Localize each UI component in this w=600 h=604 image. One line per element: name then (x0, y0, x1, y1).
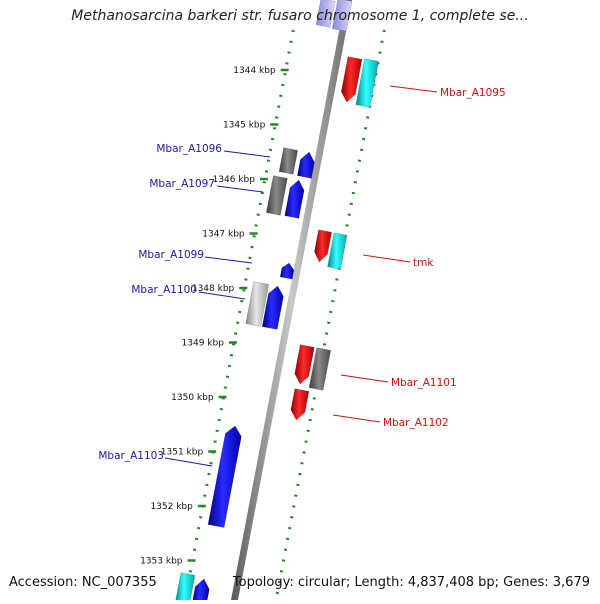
gene-label-leader (198, 291, 246, 300)
gene-label-leader (389, 85, 438, 93)
right-tick-lane (274, 29, 386, 601)
page-title: Methanosarcina barkeri str. fusaro chrom… (71, 8, 529, 24)
gene-mbar-a1102 (290, 388, 310, 421)
gene-mbar-a1103 (207, 425, 242, 528)
tick-label: 1352 kbp (150, 502, 193, 512)
gene-forward (284, 179, 305, 219)
gene-label: Mbar_A1102 (383, 417, 449, 429)
gene-forward (261, 285, 284, 330)
tick-label: 1353 kbp (140, 557, 183, 567)
gene-partial-top (331, 0, 353, 32)
gene-label-leader (204, 256, 253, 264)
gene-label-leader (216, 185, 264, 193)
gene-reverse (294, 344, 315, 385)
gene-label: Mbar_A1097 (149, 178, 215, 190)
gene-label: Mbar_A1096 (156, 143, 222, 155)
topology-text: Topology: circular; Length: 4,837,408 bp… (232, 575, 590, 590)
gene-reverse (341, 56, 363, 103)
tick-label: 1348 kbp (192, 284, 235, 294)
tick-label: 1344 kbp (233, 66, 276, 76)
gene-mbar-a1096 (278, 147, 299, 175)
gene-label-leader (340, 374, 389, 383)
gene-reverse (314, 229, 332, 263)
tick-label: 1346 kbp (213, 175, 256, 185)
tick-label: 1351 kbp (161, 448, 204, 458)
gene-label-leader (362, 254, 411, 263)
gene-mbar-a1100 (245, 281, 270, 327)
gene-label: Mbar_A1103 (98, 450, 164, 462)
gene-mbar-a1099 (279, 262, 295, 280)
gene-label: Mbar_A1101 (391, 377, 457, 389)
gene-partial-bottom (174, 572, 196, 604)
gene-label: Mbar_A1099 (138, 249, 204, 261)
gene-label: tmk (413, 257, 434, 269)
gene-partial-top (315, 0, 336, 28)
gene-mbar-a1097 (265, 175, 288, 216)
gene-label-leader (223, 150, 271, 158)
gene-partial-bottom (191, 578, 210, 604)
tick-label: 1349 kbp (182, 339, 225, 349)
tick-label: 1345 kbp (223, 121, 266, 131)
gene-label: Mbar_A1095 (440, 87, 506, 99)
gene-label-leader (164, 457, 213, 467)
gene-mbar-a1101 (308, 347, 332, 391)
gene-label: Mbar_A1100 (131, 284, 197, 296)
accession-text: Accession: NC_007355 (9, 575, 157, 590)
tick-label: 1347 kbp (202, 230, 245, 240)
chromosome-backbone (231, 0, 352, 600)
gene-forward (297, 151, 315, 179)
gene-tmk (327, 232, 348, 270)
tick-label: 1350 kbp (171, 393, 214, 403)
gene-label-leader (332, 414, 381, 423)
gene-mbar-a1095 (355, 58, 379, 108)
